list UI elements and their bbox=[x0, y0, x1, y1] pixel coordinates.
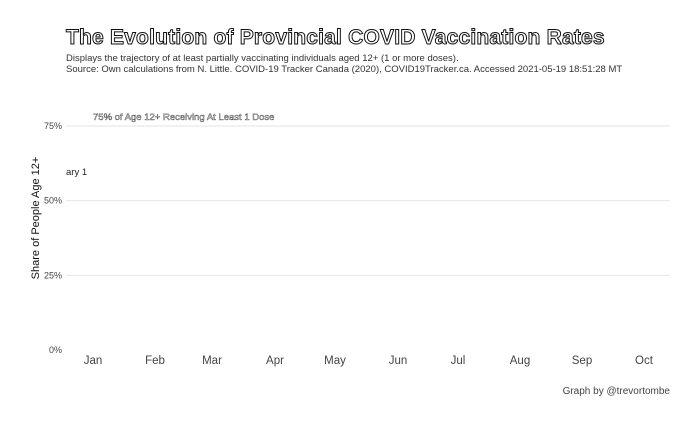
chart-source: Source: Own calculations from N. Little.… bbox=[66, 64, 623, 75]
x-tick-label: Jul bbox=[451, 355, 466, 367]
x-tick-label: Jan bbox=[84, 355, 103, 367]
chart-title: The Evolution of Provincial COVID Vaccin… bbox=[66, 26, 606, 50]
x-tick-label: Feb bbox=[145, 355, 165, 367]
x-tick-label: Aug bbox=[510, 355, 530, 367]
y-tick-label: 25% bbox=[44, 270, 62, 280]
y-tick-label: 0% bbox=[49, 345, 62, 355]
y-tick-label: 75% bbox=[44, 121, 62, 131]
x-tick-label: Apr bbox=[266, 355, 284, 367]
x-tick-label: May bbox=[324, 355, 346, 367]
x-tick-label: Jun bbox=[389, 355, 408, 367]
x-tick-label: Sep bbox=[572, 355, 592, 367]
caption: Graph by @trevortombe bbox=[562, 386, 670, 397]
y-tick-label: 50% bbox=[44, 196, 62, 206]
chart-subtitle: Displays the trajectory of at least part… bbox=[66, 53, 459, 64]
reference-line-label: 75% of Age 12+ Receiving At Least 1 Dose bbox=[93, 112, 274, 123]
annotation-label: ary 1 bbox=[66, 167, 87, 178]
x-tick-label: Oct bbox=[635, 355, 654, 367]
x-tick-label: Mar bbox=[202, 355, 222, 367]
y-axis-label: Share of People Age 12+ bbox=[30, 156, 42, 280]
